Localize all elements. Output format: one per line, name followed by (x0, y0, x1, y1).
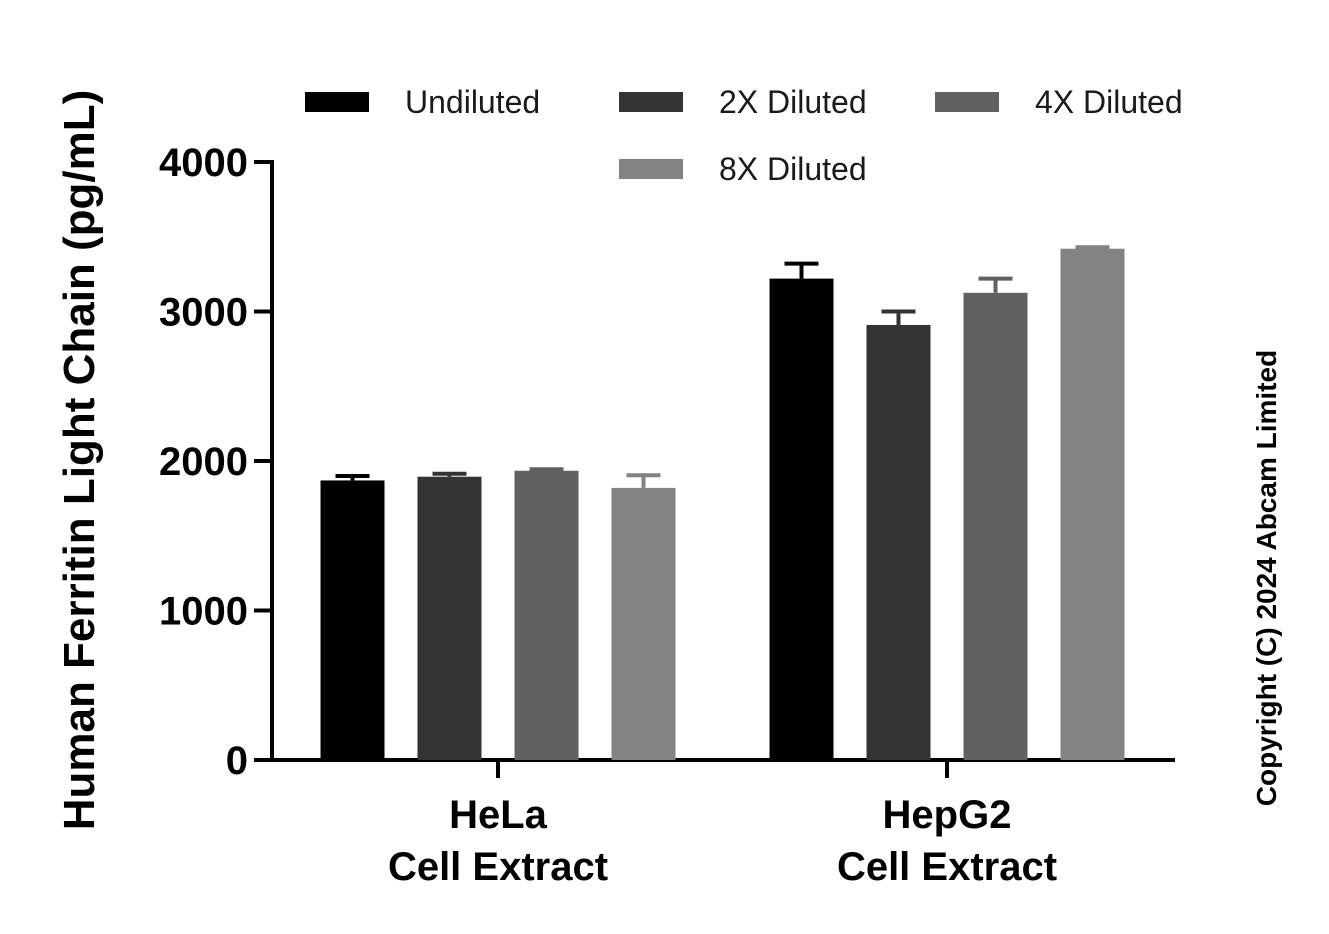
legend-label-0: Undiluted (405, 84, 540, 120)
bar-0-2 (514, 470, 579, 760)
x-tick-label-1-0: HepG2 (883, 793, 1012, 837)
bar-0-3 (611, 487, 676, 760)
y-axis-label: Human Ferritin Light Chain (pg/mL) (55, 90, 104, 831)
bar-1-1 (866, 324, 931, 760)
legend-label-1: 2X Diluted (719, 84, 867, 120)
y-tick-label-1: 1000 (159, 590, 248, 634)
bar-1-3 (1060, 248, 1125, 760)
x-axis: HeLa Cell Extract HepG2 Cell Extract (270, 758, 1175, 889)
x-tick-label-0-0: HeLa (449, 793, 548, 837)
copyright-notice: Copyright (C) 2024 Abcam Limited (1251, 350, 1282, 806)
y-tick-label-4: 4000 (159, 141, 248, 185)
legend-swatch-1 (619, 92, 683, 112)
bar-0-1 (417, 476, 482, 760)
bar-1-0 (769, 278, 834, 760)
x-tick-label-0-1: Cell Extract (388, 845, 608, 889)
legend-label-3: 8X Diluted (719, 151, 867, 187)
legend-swatch-0 (305, 92, 369, 112)
y-tick-label-3: 3000 (159, 291, 248, 335)
y-tick-label-2: 2000 (159, 440, 248, 484)
bar-1-2 (963, 292, 1028, 760)
legend: Undiluted 2X Diluted 4X Diluted 8X Diluted (305, 84, 1183, 187)
y-tick-label-0: 0 (226, 739, 248, 783)
bar-0-0 (320, 480, 385, 760)
bars (320, 245, 1125, 760)
legend-label-2: 4X Diluted (1035, 84, 1183, 120)
y-axis: 0 1000 2000 3000 4000 (159, 141, 274, 783)
x-tick-label-1-1: Cell Extract (837, 845, 1057, 889)
legend-swatch-2 (935, 92, 999, 112)
legend-swatch-3 (619, 159, 683, 179)
